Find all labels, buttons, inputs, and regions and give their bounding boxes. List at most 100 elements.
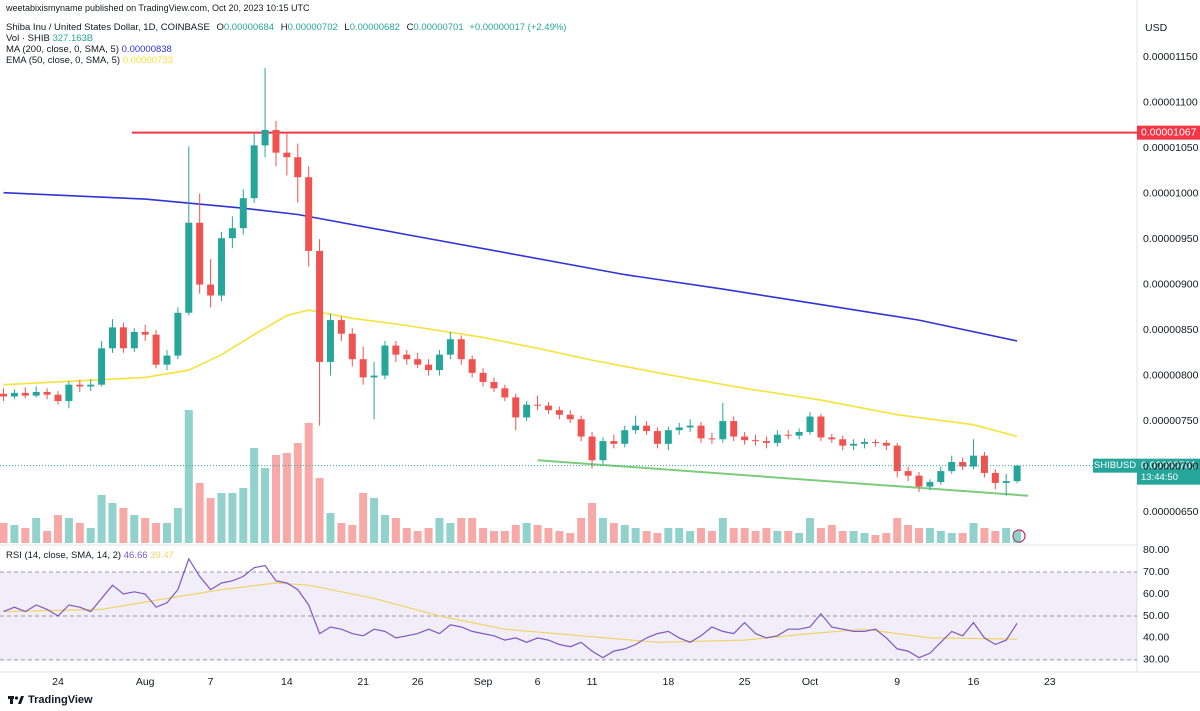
volume-bar [827,525,836,543]
x-tick-label: 24 [52,676,64,688]
x-tick-label: 14 [281,676,293,688]
candle-body [207,284,215,296]
volume-bar [609,523,618,543]
candle-body [632,425,640,431]
candle-body [272,129,280,153]
volume-bar [893,518,902,543]
volume-bar [740,528,749,543]
candle-body [490,381,498,389]
y-tick-label: 0.00000700 [1143,460,1199,472]
ma-legend: MA (200, close, 0, SMA, 5) 0.00000838 [6,44,566,55]
volume-bar [195,483,204,543]
volume-bar [915,528,924,543]
volume-bar [184,410,193,543]
volume-bar [566,533,575,543]
candle-body [882,442,890,446]
overlay-value: 0.00000733 [122,55,173,66]
last-price-label: 0.00000701 [1141,459,1197,471]
volume-bar [304,423,313,543]
symbol-row: Shiba Inu / United States Dollar, 1D, CO… [6,22,566,33]
candle-body [21,392,29,396]
change: +0.00000017 (+2.49%) [469,22,567,33]
rsi-tick-label: 80.00 [1143,544,1169,556]
volume-bar [697,528,706,543]
volume-bar [326,513,335,543]
volume-bar [816,528,825,543]
volume-bar [86,528,95,543]
logo [8,696,24,704]
symbol-box [1093,458,1137,473]
volume-bar [424,528,433,543]
candle-body [468,359,476,373]
candle-body [523,404,531,418]
candle-body [348,333,356,360]
candle-body [773,434,781,443]
candle-body [108,327,116,349]
x-tick-label: 21 [357,676,369,688]
x-tick-label: 9 [894,676,900,688]
overlay-name: EMA (50, close, 0, SMA, 5) [6,55,121,66]
candle-body [392,345,400,355]
volume-bar [108,503,117,543]
y-tick-label: 0.00000900 [1143,278,1199,290]
volume-bar [653,533,662,543]
volume-bar [337,523,346,543]
x-tick-label: 11 [587,676,598,688]
candle-body [566,414,574,420]
trendline [537,459,1029,497]
ohlc-value: 0.00000701 [413,22,464,33]
volume-bar [64,518,73,543]
volume-bar [631,528,640,543]
volume-bar [511,525,520,543]
candle-body [457,339,465,360]
volume-bar [141,518,150,543]
hline-label: 0.00001067 [1141,126,1197,138]
ohlc-value: 0.00000702 [287,22,338,33]
volume-bar [271,455,280,543]
candle-body [119,327,127,349]
candle-body [762,441,770,443]
volume-bar [468,518,477,543]
volume-bar [370,498,379,543]
volume-bar [315,478,324,543]
volume-bar [588,503,597,543]
candle-body [337,320,345,334]
countdown: 13:44:50 [1141,472,1178,483]
candle-body [359,359,367,378]
candle-body [588,436,596,461]
volume-bar [0,523,8,543]
volume-bar [544,528,553,543]
volume-bar [282,453,291,543]
volume-bar [500,531,509,543]
volume-bar [239,488,248,543]
y-tick-label: 0.00001150 [1143,51,1198,63]
volume-bar [555,531,564,543]
candle-body [817,416,825,438]
x-tick-label: 18 [662,676,674,688]
candle-body [283,152,291,158]
candle-body [904,471,912,476]
ohlc-value: 0.00000682 [349,22,400,33]
candle-body [98,348,106,385]
candle-body [926,482,934,487]
symbol-label: SHIBUSD [1094,460,1136,471]
y-tick-label: 0.00000950 [1143,233,1199,245]
candle-body [839,439,847,446]
volume-bar [32,518,41,543]
candle-body [87,384,95,387]
volume-bar [969,523,978,543]
volume-bar [380,515,389,543]
volume-bar [991,531,1000,543]
candle-body [795,431,803,436]
volume-bar [217,493,226,543]
candle-body [294,157,302,178]
candle-body [664,430,672,444]
candle-body [653,431,661,444]
candle-body [479,372,487,382]
candle-body [381,345,389,376]
volume-bar [947,533,956,543]
volume-bar [43,531,52,543]
candle-body [185,222,193,313]
volume-bar [489,531,498,543]
